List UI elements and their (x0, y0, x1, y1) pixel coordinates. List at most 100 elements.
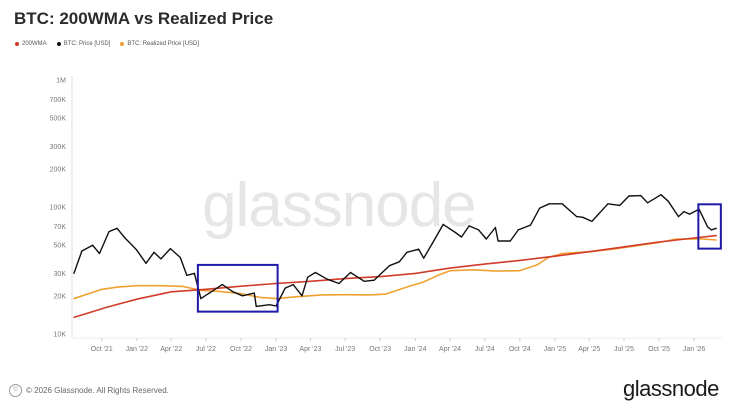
data-point-btc-realized-price-usd (73, 298, 75, 300)
legend-swatch-200wma (15, 42, 19, 46)
highlight-box (697, 203, 722, 250)
data-point-btc-price-usd (269, 304, 271, 306)
x-tick-label: Jan '23 (265, 346, 287, 353)
data-point-btc-realized-price-usd (182, 285, 184, 287)
x-tick-label: Jan '24 (404, 346, 426, 353)
data-point-btc-price-usd (548, 203, 550, 205)
data-point-btc-price-usd (81, 250, 83, 252)
data-point-btc-price-usd (326, 278, 328, 280)
data-point-btc-price-usd (517, 229, 519, 231)
data-point-btc-realized-price-usd (561, 252, 563, 255)
data-point-btc-price-usd (398, 261, 400, 263)
data-point-btc-price-usd (108, 231, 110, 233)
y-tick-label: 500K (50, 116, 67, 123)
axis-layer: 1M 700K 500K 300K 200K 100K 70K 50K 30K 20K 10K Oct… (50, 76, 722, 353)
data-point-btc-price-usd (363, 280, 365, 282)
x-tick-label: Jan '26 (683, 346, 705, 353)
legend-swatch-price (56, 42, 61, 46)
data-point-btc-price-usd (454, 231, 456, 234)
data-point-btc-realized-price-usd (449, 270, 451, 272)
data-point-btc-price-usd (689, 213, 691, 215)
brand-logo[interactable]: glassnode (623, 376, 719, 401)
data-point-btc-price-usd (576, 216, 578, 218)
x-tick-label: Jan '22 (126, 346, 148, 353)
data-point-btc-price-usd (423, 257, 425, 259)
data-point-200wma (136, 298, 138, 300)
legend-item-200wma[interactable]: 200WMA (15, 41, 47, 47)
data-point-btc-price-usd (406, 251, 408, 253)
data-point-btc-price-usd (169, 248, 171, 250)
data-point-btc-realized-price-usd (368, 294, 370, 296)
data-point-btc-price-usd (292, 284, 294, 286)
data-point-btc-realized-price-usd (385, 293, 387, 295)
copyright-text: © 2026 Glassnode. All Rights Reserved. (26, 386, 169, 395)
x-tick-label: Apr '22 (160, 346, 182, 353)
data-point-btc-price-usd (145, 262, 147, 264)
data-point-btc-price-usd (153, 251, 155, 253)
data-point-btc-price-usd (619, 204, 621, 206)
data-point-btc-realized-price-usd (259, 296, 261, 298)
data-point-btc-price-usd (561, 203, 563, 205)
data-point-btc-price-usd (338, 282, 340, 285)
data-point-btc-price-usd (124, 237, 126, 239)
legend-item-realized-price[interactable]: BTC: Realized Price [USD] (120, 41, 199, 47)
data-point-btc-realized-price-usd (536, 264, 538, 266)
data-point-200wma (693, 237, 695, 239)
legend-swatch-realized-price (120, 42, 125, 46)
data-point-btc-price-usd (193, 272, 195, 274)
data-point-200wma (379, 276, 381, 278)
data-point-btc-price-usd (715, 227, 717, 229)
data-point-btc-price-usd (647, 202, 649, 204)
x-tick-label: Oct '24 (509, 346, 531, 353)
data-point-btc-price-usd (710, 229, 712, 231)
x-tick-label: Apr '25 (578, 346, 600, 353)
highlight-layer (196, 203, 722, 313)
data-point-btc-price-usd (388, 265, 390, 267)
data-point-btc-realized-price-usd (217, 290, 219, 292)
data-point-btc-realized-price-usd (344, 294, 346, 296)
legend-item-price[interactable]: BTC: Price [USD] (56, 41, 110, 47)
chart-legend: 200WMA BTC: Price [USD] BTC: Realized Pr… (15, 41, 199, 47)
data-point-btc-price-usd (478, 229, 480, 231)
y-tick-label: 1M (56, 78, 66, 85)
data-point-btc-realized-price-usd (702, 238, 704, 240)
data-point-200wma (414, 272, 416, 274)
data-point-btc-price-usd (494, 226, 496, 229)
cc-icon: © (9, 384, 22, 397)
data-point-btc-realized-price-usd (496, 270, 498, 272)
data-point-btc-price-usd (98, 252, 101, 255)
data-point-btc-price-usd (529, 224, 532, 226)
data-point-btc-price-usd (706, 226, 709, 228)
x-tick-label: Jul '25 (614, 346, 634, 353)
x-tick-label: Jan '25 (544, 346, 566, 353)
chart-watermark: glassnode (202, 171, 476, 240)
x-tick-label: Jul '24 (475, 346, 495, 353)
data-point-btc-price-usd (539, 207, 541, 209)
data-point-btc-price-usd (200, 298, 202, 300)
x-tick-label: Jul '23 (335, 346, 355, 353)
data-point-btc-price-usd (607, 203, 609, 205)
x-tick-label: Oct '25 (648, 346, 670, 353)
series-line-200wma[interactable] (73, 234, 717, 319)
data-point-btc-price-usd (683, 211, 685, 213)
data-point-btc-realized-price-usd (321, 294, 323, 296)
y-tick-label: 50K (54, 243, 67, 250)
data-point-200wma (240, 285, 242, 287)
data-point-btc-price-usd (582, 216, 584, 218)
legend-label-realized-price: BTC: Realized Price [USD] (127, 41, 200, 47)
data-point-btc-price-usd (418, 248, 420, 250)
data-point-btc-realized-price-usd (240, 293, 242, 295)
data-point-btc-price-usd (509, 240, 511, 242)
data-point-btc-realized-price-usd (408, 285, 410, 287)
data-point-btc-price-usd (640, 195, 642, 197)
data-point-btc-price-usd (314, 271, 316, 274)
data-point-btc-price-usd (301, 295, 303, 297)
data-point-200wma (715, 235, 717, 237)
data-point-200wma (658, 241, 660, 243)
data-point-btc-realized-price-usd (136, 285, 138, 287)
data-point-btc-price-usd (241, 295, 244, 297)
data-point-200wma (309, 280, 311, 282)
data-point-btc-price-usd (186, 274, 188, 276)
data-point-btc-price-usd (307, 276, 309, 278)
